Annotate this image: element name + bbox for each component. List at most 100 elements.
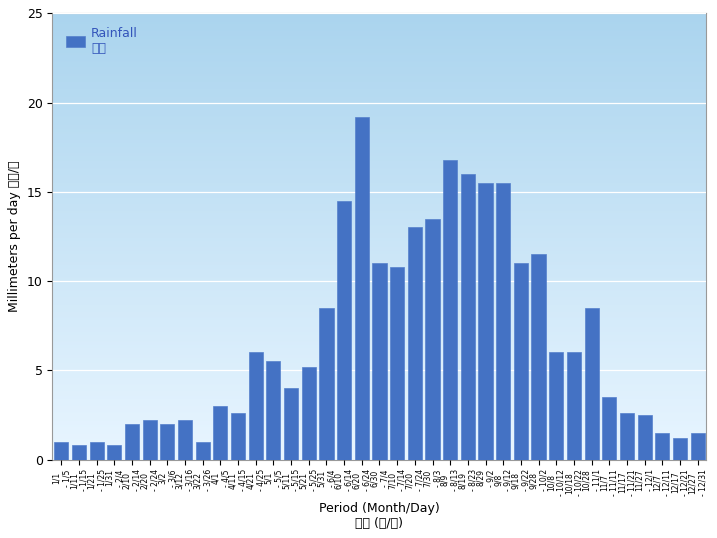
Bar xyxy=(52,339,706,341)
Bar xyxy=(52,177,706,179)
Bar xyxy=(52,137,706,138)
Bar xyxy=(52,94,706,95)
Bar xyxy=(52,150,706,152)
Bar xyxy=(52,320,706,321)
Bar xyxy=(52,288,706,290)
Bar xyxy=(52,233,706,235)
Bar xyxy=(52,399,706,400)
Bar xyxy=(52,62,706,64)
Bar xyxy=(52,442,706,443)
Bar xyxy=(52,337,706,339)
Bar xyxy=(52,275,706,277)
Bar xyxy=(52,98,706,100)
Bar xyxy=(52,363,706,364)
Bar xyxy=(125,424,139,459)
Bar xyxy=(52,198,706,199)
Bar xyxy=(52,311,706,312)
Bar xyxy=(52,321,706,323)
Bar xyxy=(52,341,706,342)
Bar xyxy=(52,195,706,196)
Bar xyxy=(52,18,706,19)
Bar xyxy=(52,52,706,53)
Bar xyxy=(52,175,706,177)
Bar xyxy=(52,336,706,337)
Bar xyxy=(443,160,457,459)
Bar xyxy=(52,379,706,381)
Bar xyxy=(52,165,706,167)
Bar xyxy=(52,141,706,143)
Bar xyxy=(52,156,706,158)
Bar xyxy=(52,199,706,201)
Bar xyxy=(52,390,706,391)
Bar xyxy=(52,117,706,119)
Bar xyxy=(52,443,706,444)
Bar xyxy=(52,406,706,407)
Bar xyxy=(52,135,706,137)
Bar xyxy=(52,369,706,370)
Bar xyxy=(52,158,706,159)
Bar xyxy=(52,268,706,269)
Bar xyxy=(52,418,706,419)
Bar xyxy=(52,222,706,223)
Bar xyxy=(52,354,706,356)
Bar xyxy=(52,343,706,345)
Bar xyxy=(52,306,706,308)
Bar xyxy=(52,277,706,278)
Bar xyxy=(52,201,706,202)
Bar xyxy=(52,167,706,168)
Bar xyxy=(52,449,706,451)
Bar xyxy=(52,218,706,220)
Bar xyxy=(52,448,706,449)
Bar xyxy=(52,452,706,454)
Bar xyxy=(52,107,706,109)
Bar xyxy=(52,314,706,315)
Bar xyxy=(52,438,706,440)
Bar xyxy=(52,346,706,348)
Bar xyxy=(52,250,706,251)
Bar xyxy=(52,220,706,222)
Bar xyxy=(52,335,706,336)
Bar xyxy=(52,280,706,281)
Bar xyxy=(52,210,706,211)
Bar xyxy=(52,416,706,418)
Bar xyxy=(52,208,706,210)
Bar xyxy=(52,294,706,296)
Bar xyxy=(52,457,706,458)
Bar xyxy=(52,413,706,415)
Bar xyxy=(52,287,706,288)
Bar xyxy=(52,21,706,22)
Bar xyxy=(52,235,706,236)
Bar xyxy=(52,159,706,160)
Bar xyxy=(52,426,706,427)
Bar xyxy=(52,109,706,110)
Bar xyxy=(52,302,706,303)
Bar xyxy=(52,305,706,306)
Bar xyxy=(478,183,493,459)
Bar xyxy=(52,385,706,387)
Bar xyxy=(52,45,706,46)
Bar xyxy=(52,239,706,241)
Bar xyxy=(52,88,706,89)
Bar xyxy=(52,82,706,83)
Bar xyxy=(52,64,706,66)
Bar xyxy=(52,193,706,195)
Bar xyxy=(52,196,706,198)
Bar xyxy=(52,271,706,272)
Bar xyxy=(52,266,706,268)
Legend: Rainfall
雨量: Rainfall 雨量 xyxy=(59,19,146,62)
Bar xyxy=(52,140,706,141)
Bar xyxy=(52,39,706,40)
Bar xyxy=(52,284,706,286)
Bar xyxy=(52,74,706,76)
Bar xyxy=(52,247,706,249)
Bar xyxy=(52,111,706,113)
Bar xyxy=(52,360,706,362)
Bar xyxy=(52,272,706,274)
Bar xyxy=(690,433,705,459)
Bar xyxy=(602,397,617,459)
Bar xyxy=(52,292,706,293)
Bar xyxy=(52,366,706,367)
Bar xyxy=(52,84,706,86)
Bar xyxy=(52,153,706,154)
Bar xyxy=(52,36,706,37)
